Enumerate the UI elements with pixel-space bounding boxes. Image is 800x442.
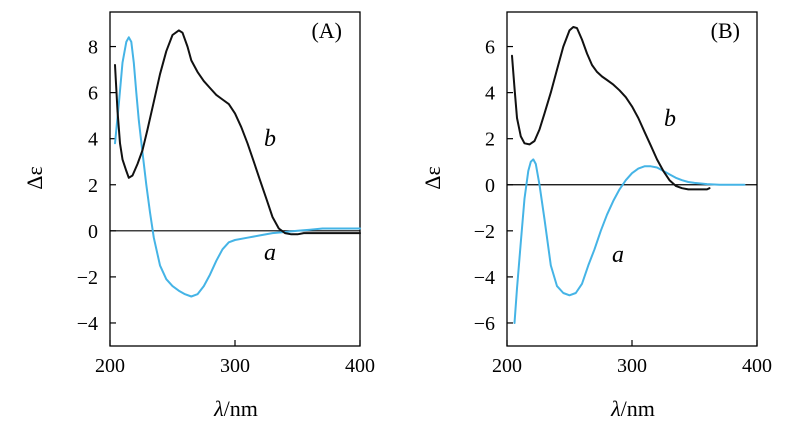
y-tick-label: −2 <box>474 221 495 243</box>
x-axis-symbol: λ <box>213 396 224 421</box>
x-ticks: 200 300 400 <box>492 340 772 377</box>
y-tick-label: −6 <box>474 313 495 335</box>
series-line-a <box>513 158 746 324</box>
y-tick-label: 4 <box>485 83 495 105</box>
y-tick-label: 8 <box>88 37 98 59</box>
panel-label: (A) <box>311 18 342 43</box>
y-tick-label: 0 <box>485 175 495 197</box>
y-tick-label: 2 <box>88 175 98 197</box>
series-line-a <box>114 36 361 298</box>
curve-label-a: a <box>612 242 624 268</box>
x-tick-label: 200 <box>95 355 125 377</box>
y-ticks: 8 6 4 2 0 −2 −4 <box>77 37 116 335</box>
x-axis-label: λ/nm <box>213 396 258 421</box>
x-axis-label: λ/nm <box>610 396 655 421</box>
panel-label: (B) <box>711 18 740 43</box>
x-tick-label: 300 <box>220 355 250 377</box>
series-line-b <box>114 29 361 236</box>
y-ticks: 6 4 2 0 −2 −4 −6 <box>474 37 513 335</box>
y-tick-label: 4 <box>88 129 98 151</box>
series-layer <box>511 26 746 324</box>
panel-a: 8 6 4 2 0 −2 −4 200 300 400 (A) b a Δε λ/nm <box>22 11 375 421</box>
x-tick-label: 400 <box>345 355 375 377</box>
y-tick-label: −4 <box>474 267 495 289</box>
x-tick-label: 400 <box>742 355 772 377</box>
y-axis-label: Δε <box>420 166 445 189</box>
plot-frame <box>506 11 758 347</box>
y-tick-label: 6 <box>485 37 495 59</box>
curve-label-b: b <box>664 106 676 132</box>
y-tick-label: 0 <box>88 221 98 243</box>
curve-label-a: a <box>264 240 276 266</box>
y-axis-label: Δε <box>22 166 47 189</box>
x-axis-unit: /nm <box>621 396 655 421</box>
y-tick-label: 6 <box>88 83 98 105</box>
series-line-b <box>511 26 711 191</box>
curve-label-b: b <box>264 126 276 152</box>
series-layer <box>114 29 361 298</box>
x-tick-label: 300 <box>617 355 647 377</box>
y-tick-label: 2 <box>485 129 495 151</box>
x-axis-unit: /nm <box>224 396 258 421</box>
x-tick-label: 200 <box>492 355 522 377</box>
y-tick-label: −2 <box>77 267 98 289</box>
y-tick-label: −4 <box>77 313 98 335</box>
plot-frame <box>109 11 361 347</box>
panel-b: 6 4 2 0 −2 −4 −6 200 300 400 (B) b a Δε λ/nm <box>420 11 772 421</box>
x-ticks: 200 300 400 <box>95 340 375 377</box>
x-axis-symbol: λ <box>610 396 621 421</box>
